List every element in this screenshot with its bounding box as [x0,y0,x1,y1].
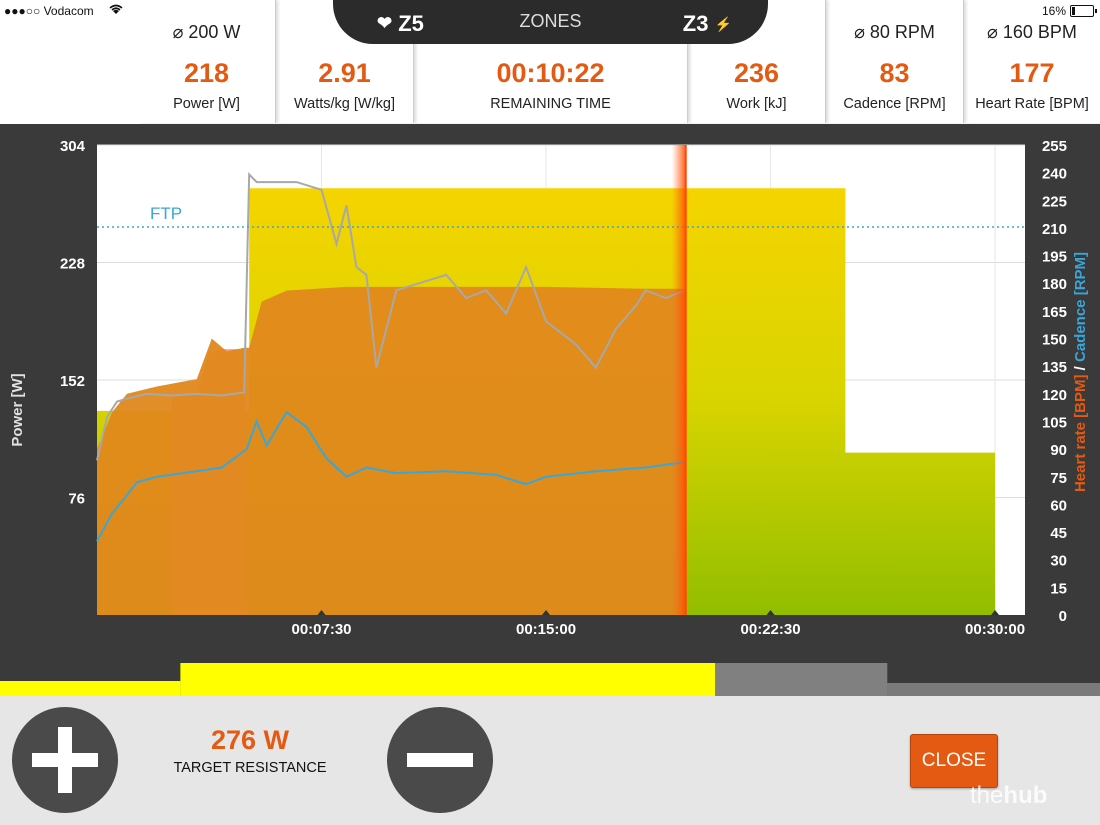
progress-remaining [887,683,1100,696]
metric-value: 236 [733,58,780,88]
y-right-ticks: 2552402252101951801651501351201059075604… [1042,138,1067,625]
y-right-tick-label: 75 [1050,470,1067,487]
progress-step [0,681,181,696]
metric-avg: ⌀ 160 BPM [987,22,1077,42]
increase-resistance-button[interactable] [12,707,118,813]
metric-work[interactable]: 236 Work [kJ] [688,0,826,123]
cadence-axis-label: Cadence [RPM] [1072,252,1089,362]
metric-cadence[interactable]: ⌀ 80 RPM 83 Cadence [RPM] [826,0,964,123]
metric-value: 177 [1009,58,1055,88]
x-tick-marker [317,610,326,615]
y-right-axis-label: Heart rate [BPM] / Cadence [RPM] [1072,252,1089,492]
current-time-glow [671,145,686,615]
x-ticks: 00:07:30 00:15:00 00:22:30 00:30:00 [291,610,1025,638]
y-left-tick-label: 304 [60,138,86,155]
metric-value: 00:10:22 [496,58,605,88]
heart-icon: ❤ [377,13,393,33]
metric-label: Heart Rate [BPM] [975,96,1089,112]
x-tick-marker [542,610,551,615]
close-button[interactable]: CLOSE [910,734,998,788]
heart-rate-axis-label: Heart rate [BPM] [1072,370,1089,492]
metric-value: 218 [183,58,230,88]
heart-rate-area [97,286,686,615]
y-left-ticks: 304 228 152 76 [60,138,86,508]
power-trace-line [96,171,687,461]
metric-heart-rate[interactable]: ⌀ 160 BPM 177 Heart Rate [BPM] [964,0,1100,123]
zone-right-label: Z3 [682,11,709,36]
metric-label: Power [W] [173,96,240,112]
y-right-tick-label: 120 [1042,387,1067,404]
x-tick-label: 00:15:00 [516,621,576,638]
brand-bold: hub [1003,782,1048,809]
zones-toggle[interactable]: ❤ Z5 ZONES Z3 ⚡ [333,0,768,44]
carrier-label: ●●●○○ Vodacom [4,4,94,18]
zone-left: ❤ Z5 [377,11,424,37]
y-right-tick-label: 45 [1050,525,1067,542]
x-tick-label: 00:30:00 [965,621,1025,638]
y-right-tick-label: 180 [1042,276,1067,293]
y-right-tick-label: 90 [1050,442,1067,459]
metric-value: 83 [879,58,910,88]
y-right-tick-label: 105 [1042,414,1067,431]
wifi-icon [108,3,124,18]
metric-power[interactable]: ⌀ 200 W 218 Power [W] [138,0,276,123]
workout-progress [0,663,1100,696]
metric-value: 2.91 [318,58,371,88]
x-tick-label: 00:07:30 [291,621,351,638]
metric-watts-per-kg[interactable]: 2.91 Watts/kg [W/kg] [276,0,414,123]
y-right-tick-label: 0 [1059,608,1067,625]
thehub-logo: thehub [970,782,1047,810]
y-right-tick-label: 30 [1050,553,1067,570]
y-right-tick-label: 15 [1050,580,1067,597]
progress-remaining [715,663,888,696]
metric-avg: ⌀ 200 W [172,22,241,42]
zone-right: Z3 ⚡ [683,11,732,37]
metric-label: REMAINING TIME [490,96,611,112]
x-tick-marker [991,610,1000,615]
y-left-tick-label: 76 [68,491,85,508]
battery-fill [1072,7,1076,15]
battery-percent: 16% [1041,4,1066,18]
y-right-tick-label: 225 [1042,193,1067,210]
y-right-tick-label: 135 [1042,359,1067,376]
y-right-tick-label: 195 [1042,249,1067,266]
y-right-tick-label: 210 [1042,221,1067,238]
metric-remaining-time[interactable]: 00:10:22 REMAINING TIME [414,0,688,123]
x-tick-label: 00:22:30 [741,621,801,638]
y-right-tick-label: 150 [1042,332,1067,349]
battery-icon [1070,5,1097,17]
brand-light: the [970,782,1004,809]
y-right-tick-label: 60 [1050,497,1067,514]
metric-label: Work [kJ] [726,96,787,112]
zone-left-label: Z5 [398,11,424,36]
y-left-tick-label: 152 [60,373,85,390]
axis-label-separator: / [1072,362,1089,370]
metric-avg: ⌀ 80 RPM [854,22,935,42]
power-bolt-icon: ⚡ [714,16,732,32]
zones-title: ZONES [519,11,582,31]
ftp-label: FTP [150,204,182,223]
metric-label: Watts/kg [W/kg] [294,96,395,112]
y-right-tick-label: 240 [1042,166,1067,183]
metric-label: Cadence [RPM] [843,96,946,112]
status-bar: ●●●○○ Vodacom 16% [0,0,1100,20]
target-resistance-value: 276 W [210,725,290,755]
cadence-line [96,410,686,542]
decrease-resistance-button[interactable] [387,707,493,813]
target-resistance-label: TARGET RESISTANCE [173,760,327,776]
y-right-tick-label: 165 [1042,304,1067,321]
x-tick-marker [766,610,775,615]
y-right-tick-label: 255 [1042,138,1067,155]
y-left-tick-label: 228 [60,256,85,273]
y-left-axis-label: Power [W] [9,373,26,446]
battery-indicator: 16% [1041,4,1097,18]
